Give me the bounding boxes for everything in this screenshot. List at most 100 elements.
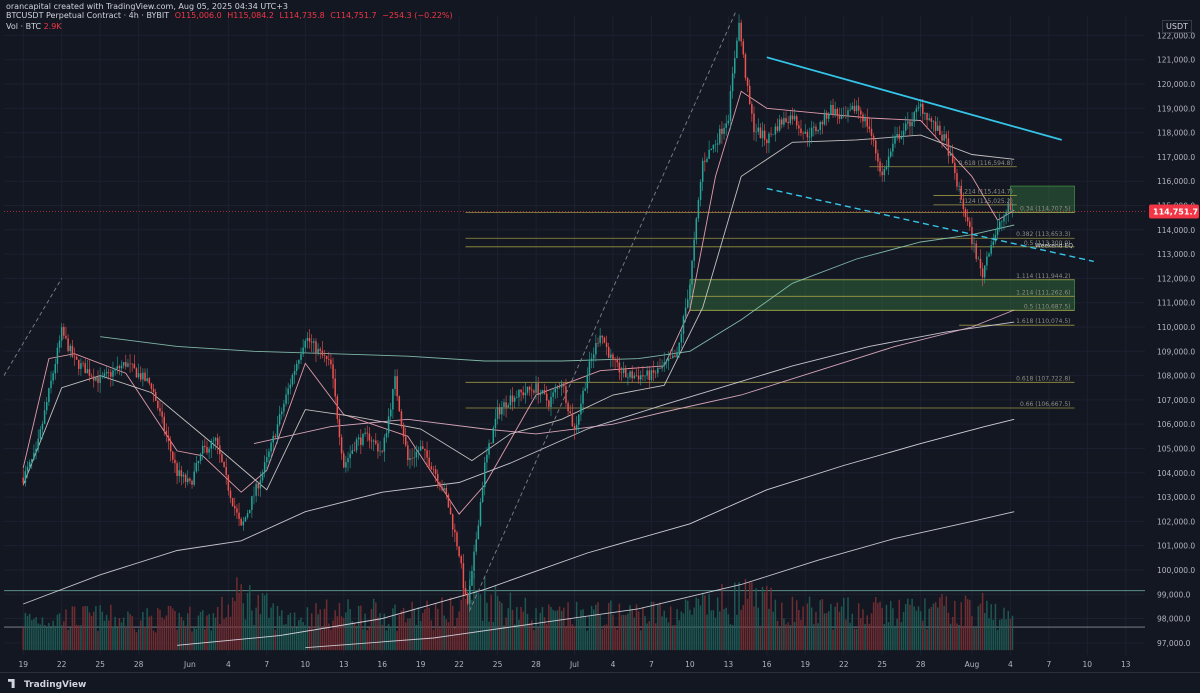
candle-body [586, 374, 589, 389]
candle-body [868, 126, 871, 129]
candle-body [571, 413, 574, 427]
volume-bar [148, 616, 151, 651]
time-tick-label: 16 [377, 660, 387, 669]
candle-body [785, 118, 787, 123]
volume-bar [236, 577, 238, 651]
currency-badge[interactable]: USDT [1162, 20, 1192, 33]
candle-body [41, 423, 44, 430]
candle-body [142, 372, 144, 380]
candle-body [714, 144, 717, 146]
candle-body [304, 340, 307, 348]
candle-body [144, 372, 146, 381]
tradingview-brand[interactable]: TradingView [8, 679, 86, 690]
volume-bar [652, 601, 655, 651]
candle-body [719, 128, 721, 144]
volume-bar [140, 620, 142, 651]
volume-bar [131, 616, 133, 651]
volume-bar [712, 610, 715, 651]
candle-body [902, 130, 905, 137]
candle-body [340, 437, 343, 454]
candle-body [31, 459, 33, 463]
candle-body [817, 130, 819, 132]
price-tick-label: 121,000.0 [1157, 56, 1195, 65]
candle-body [86, 369, 89, 374]
candle-body [864, 117, 866, 122]
candle-body [781, 119, 783, 125]
candle-body [633, 375, 636, 379]
volume-bar [654, 623, 657, 651]
time-tick-label: 10 [685, 660, 695, 669]
candle-body [187, 478, 189, 483]
volume-bar [618, 603, 621, 651]
volume-bar [227, 604, 230, 651]
candle-body [169, 441, 172, 452]
volume-bar [851, 613, 854, 651]
volume-bar [511, 609, 514, 651]
candle-body [129, 363, 131, 365]
candle-body [885, 166, 888, 170]
volume-bar [639, 630, 642, 651]
volume-bar [325, 599, 328, 651]
volume-bar [1007, 610, 1009, 651]
volume-bar [1005, 619, 1007, 651]
volume-bar [276, 605, 279, 651]
dashed-trendline [3, 278, 63, 376]
candle-body [54, 364, 57, 374]
volume-label[interactable]: Vol · BTC [6, 22, 42, 31]
volume-bar [917, 606, 920, 651]
volume-bar [195, 628, 198, 651]
candle-body [377, 443, 379, 452]
volume-bar [783, 618, 785, 651]
volume-bar [174, 611, 176, 651]
volume-bar [137, 628, 140, 651]
volume-bar [52, 620, 54, 651]
volume-bar [308, 627, 311, 651]
time-tick-label: Jul [569, 660, 579, 669]
volume-bar [682, 613, 685, 651]
candle-body [402, 424, 405, 437]
candle-body [627, 377, 629, 378]
candle-body [815, 126, 817, 132]
candle-body [52, 373, 54, 381]
volume-bar [78, 625, 80, 651]
candle-body [526, 386, 529, 393]
volume-bar [612, 614, 614, 651]
volume-bar [71, 606, 74, 651]
volume-bar [484, 577, 486, 651]
candle-body [821, 121, 824, 125]
price-tick-label: 116,000.0 [1157, 177, 1195, 186]
volume-bar [122, 617, 125, 651]
candle-body [734, 58, 736, 74]
candle-body [221, 454, 223, 462]
candle-body [531, 389, 533, 391]
time-tick-label: 16 [762, 660, 772, 669]
candle-body [704, 160, 706, 162]
candle-body [392, 388, 394, 410]
candle-body [642, 375, 644, 377]
symbol-label[interactable]: BTCUSDT Perpetual Contract · 4h · BYBIT [6, 11, 170, 20]
volume-bar [240, 584, 242, 651]
volume-bar [684, 599, 687, 651]
candle-body [120, 365, 123, 369]
candle-body [488, 443, 490, 455]
candle-body [610, 354, 612, 358]
volume-bar [755, 588, 757, 651]
time-axis[interactable]: 19 22 25 28 Jun 4 7 10 13 16 19 22 25 28 Jul 4 7 10 13 16 19… [18, 660, 1130, 669]
candle-body [201, 445, 204, 454]
volume-bar [95, 606, 97, 651]
candle-body [345, 462, 347, 468]
candle-body [234, 505, 236, 509]
volume-bar [63, 621, 65, 651]
candle-body [855, 105, 858, 112]
candle-body [941, 134, 943, 141]
candle-body [757, 127, 760, 132]
candle-body [95, 377, 97, 381]
candle-body [300, 354, 302, 360]
price-axis[interactable]: 122,000.0 121,000.0 120,000.0 119,000.0 118,… [4, 0, 1200, 693]
candle-body [413, 457, 415, 459]
volume-bar [419, 621, 422, 651]
candle-body [969, 221, 971, 228]
volume-bar [422, 612, 424, 651]
candle-body [240, 518, 242, 526]
